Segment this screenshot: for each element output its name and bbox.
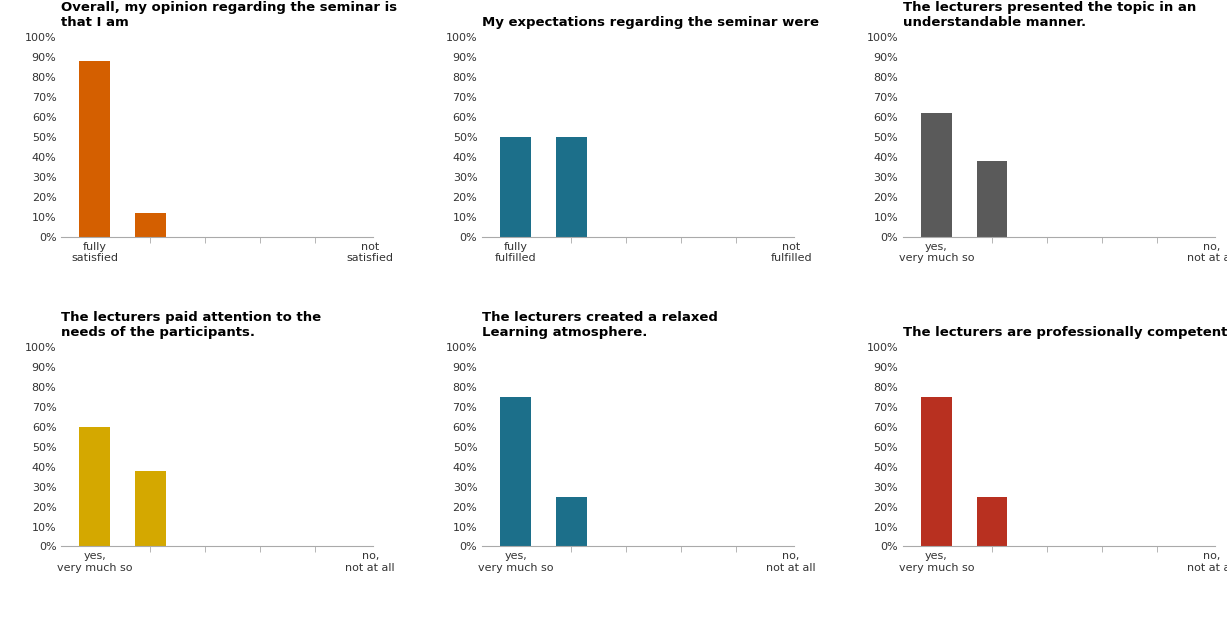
Bar [556,497,587,546]
Text: Overall, my opinion regarding the seminar is
that I am: Overall, my opinion regarding the semina… [61,1,398,29]
Bar [556,137,587,237]
Text: The lecturers presented the topic in an
understandable manner.: The lecturers presented the topic in an … [903,1,1196,29]
Bar [80,427,110,546]
Bar [135,213,166,237]
Bar [977,497,1007,546]
Bar [135,471,166,546]
Bar [921,397,952,546]
Bar [977,161,1007,237]
Text: The lecturers paid attention to the
needs of the participants.: The lecturers paid attention to the need… [61,310,321,338]
Bar [921,113,952,237]
Text: The lecturers are professionally competent.: The lecturers are professionally compete… [903,325,1227,338]
Bar [501,397,531,546]
Text: My expectations regarding the seminar were: My expectations regarding the seminar we… [482,16,820,29]
Bar [80,61,110,237]
Text: The lecturers created a relaxed
Learning atmosphere.: The lecturers created a relaxed Learning… [482,310,718,338]
Bar [501,137,531,237]
